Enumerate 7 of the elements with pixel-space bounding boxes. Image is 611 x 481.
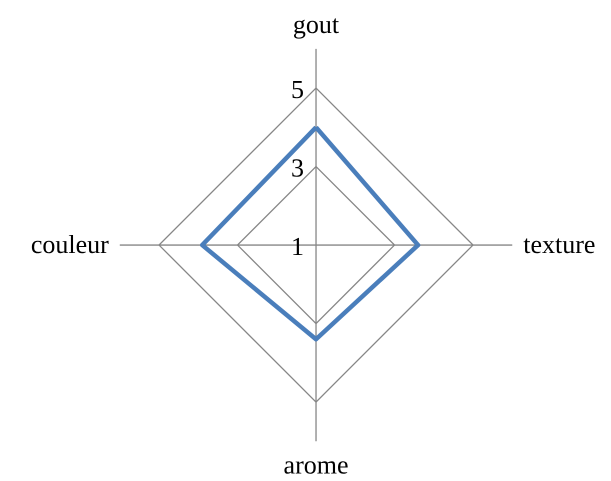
y-tick-label: 1	[291, 232, 304, 262]
y-tick-label: 5	[291, 75, 304, 104]
spoke-label: texture	[523, 230, 596, 260]
spoke-label: gout	[292, 10, 340, 39]
spoke-label: arome	[284, 450, 349, 480]
y-tick-label: 3	[291, 154, 304, 183]
spoke-label: couleur	[30, 230, 110, 260]
